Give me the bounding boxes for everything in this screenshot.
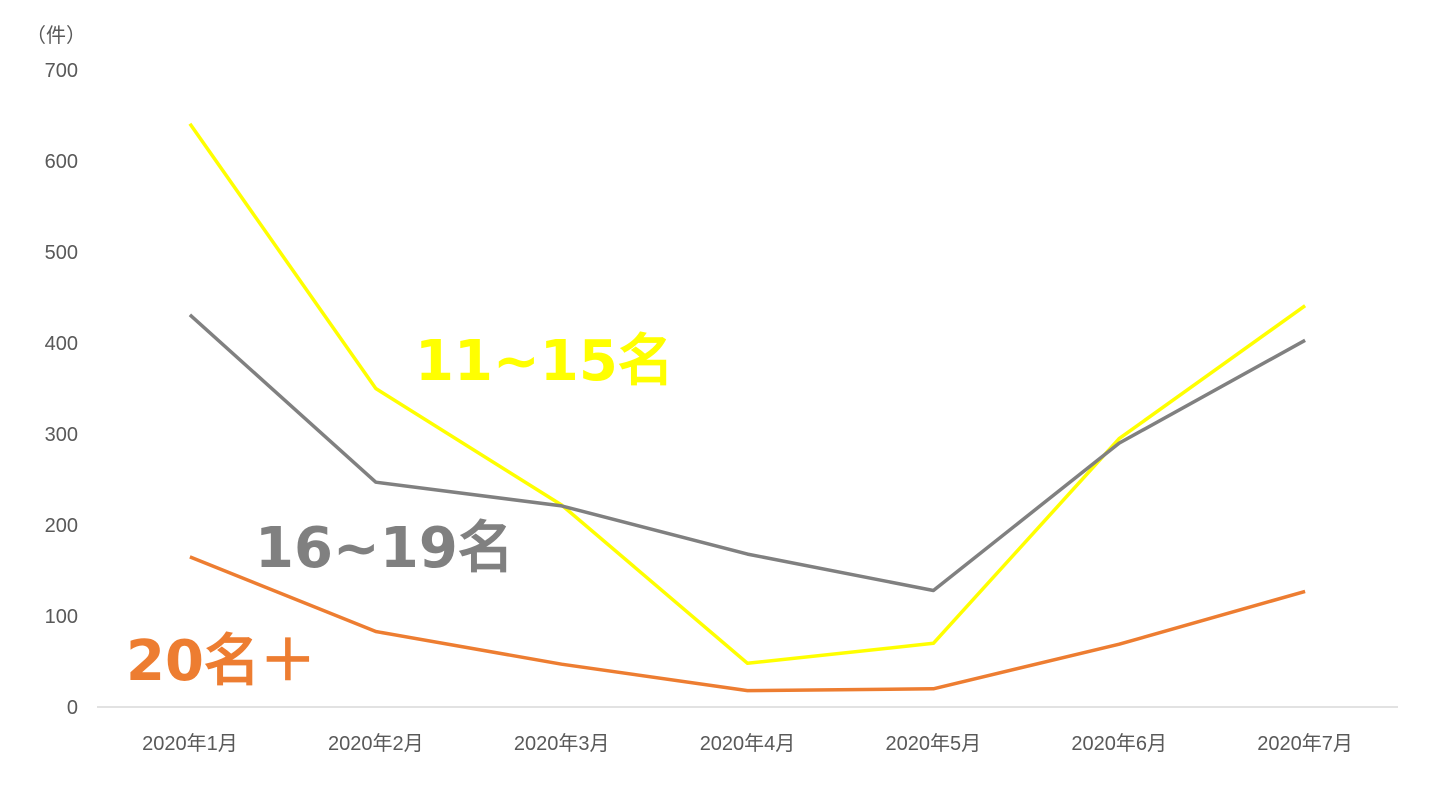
y-tick-label: 0 [67, 697, 78, 719]
x-tick-label: 2020年6月 [1071, 732, 1167, 755]
x-tick-label: 2020年2月 [328, 732, 424, 755]
y-tick-label: 300 [45, 424, 78, 446]
y-tick-label: 400 [45, 333, 78, 355]
x-tick-label: 2020年5月 [886, 732, 982, 755]
x-tick-label: 2020年4月 [700, 732, 796, 755]
y-axis-ticks: 0 100 200 300 400 500 600 700 [45, 60, 78, 719]
series-label-20-plus: 20名＋ [126, 629, 316, 694]
y-tick-label: 700 [45, 60, 78, 82]
y-axis-unit: （件） [26, 23, 86, 47]
y-tick-label: 100 [45, 606, 78, 628]
x-axis-ticks: 2020年1月 2020年2月 2020年3月 2020年4月 2020年5月 2020年… [142, 732, 1353, 755]
x-tick-label: 2020年7月 [1257, 732, 1353, 755]
y-tick-label: 500 [45, 242, 78, 264]
y-tick-label: 600 [45, 151, 78, 173]
x-tick-label: 2020年1月 [142, 732, 238, 755]
series-label-16-19: 16~19名 [255, 516, 514, 581]
x-tick-label: 2020年3月 [514, 732, 610, 755]
series-line-11-15 [188, 122, 1307, 666]
series-label-11-15: 11~15名 [415, 329, 674, 394]
y-tick-label: 200 [45, 515, 78, 537]
series-line-20-plus [189, 555, 1306, 693]
series-lines [188, 122, 1307, 693]
series-line-16-19 [188, 313, 1306, 593]
